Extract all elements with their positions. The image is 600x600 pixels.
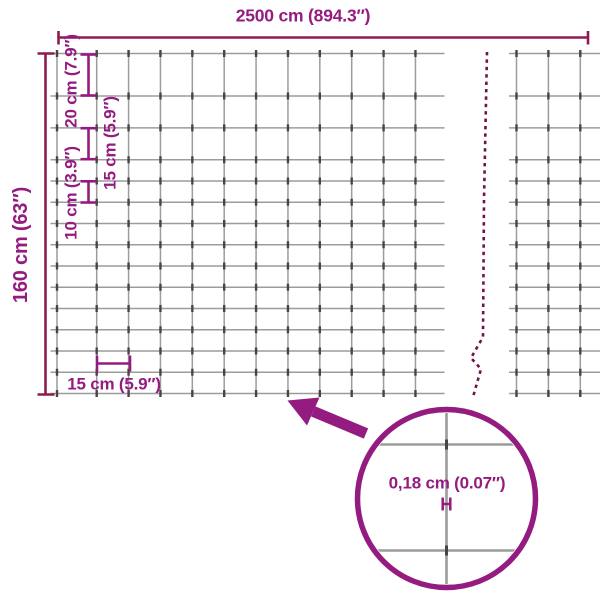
bracket-20cm (80, 53, 97, 97)
height-dimension-line (37, 52, 55, 396)
total-width-label: 2500 cm (894.3″) (235, 5, 371, 26)
row-spacing-15cm-label: 15 cm (5.9″) (100, 96, 120, 190)
row-spacing-20cm-label: 20 cm (7.9″) (61, 34, 81, 128)
bracket-15cm-vertical (80, 126, 97, 161)
mesh-panel-right-joints (515, 50, 582, 397)
panel-break-dash-line (469, 51, 489, 398)
width-dimension-line (57, 31, 590, 45)
zoom-arrow (287, 397, 369, 439)
bracket-15cm-horizontal (95, 355, 132, 372)
column-spacing-label: 15 cm (5.9″) (67, 374, 161, 394)
total-height-label: 160 cm (63″) (10, 186, 32, 304)
bracket-10cm (80, 180, 97, 204)
wire-thickness-marker (441, 497, 452, 511)
mesh-panel-left-joints (55, 50, 417, 397)
row-spacing-10cm-label: 10 cm (3.9″) (61, 146, 81, 240)
wire-thickness-label: 0,18 cm (0.07″) (388, 473, 506, 493)
